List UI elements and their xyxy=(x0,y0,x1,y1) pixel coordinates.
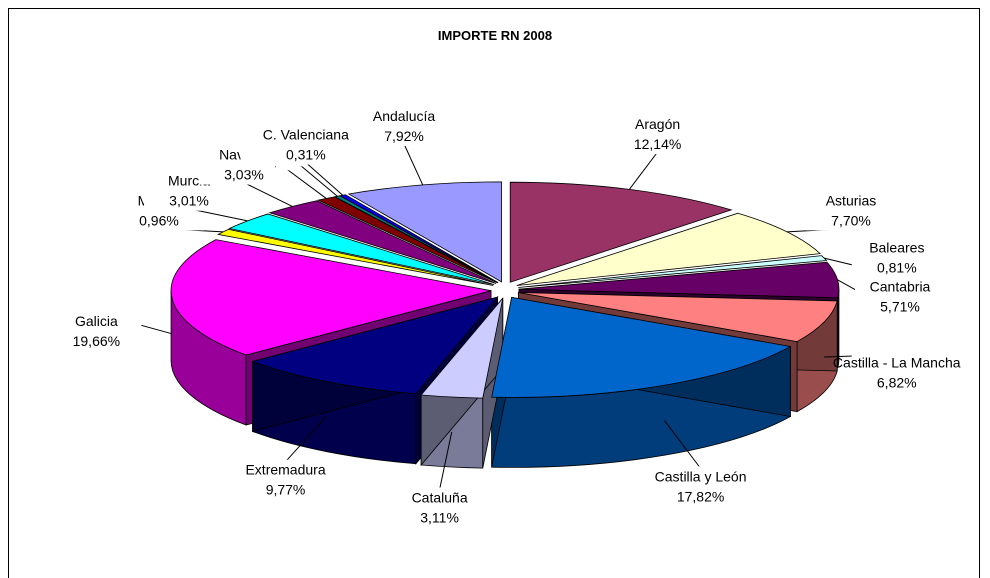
label-bg xyxy=(851,237,942,278)
value-label: 5,71% xyxy=(880,299,920,315)
leader-line xyxy=(663,419,701,469)
label-bg xyxy=(612,114,703,155)
value-label: 0,81% xyxy=(877,260,917,276)
label-bg xyxy=(851,352,942,393)
slice xyxy=(518,292,838,343)
category-label: Asturias xyxy=(826,192,877,208)
slice xyxy=(509,181,733,283)
slice xyxy=(491,296,792,398)
leader-line xyxy=(188,208,248,222)
label-bg xyxy=(806,190,897,231)
value-label: 7,70% xyxy=(831,212,871,228)
slice xyxy=(518,255,828,288)
value-label: 7,92% xyxy=(384,128,424,144)
slice xyxy=(268,200,497,284)
slice xyxy=(338,194,499,284)
value-label: 3,11% xyxy=(420,510,459,526)
category-label: Cantabria xyxy=(870,279,931,295)
value-label: 9,77% xyxy=(266,482,306,498)
chart-title: IMPORTE RN 2008 xyxy=(438,28,552,43)
category-label: Aragón xyxy=(635,116,680,132)
label-bg xyxy=(240,459,331,500)
category-label: Extremadura xyxy=(245,462,325,478)
label-bg xyxy=(855,276,945,317)
labels: Andalucía 7,92% Aragón 12,14% Asturias 7,70% B… xyxy=(51,106,961,528)
slice xyxy=(251,296,499,395)
value-label: 6,82% xyxy=(877,375,917,391)
slices xyxy=(170,181,840,399)
category-label: Cataluña xyxy=(412,490,468,506)
category-label: Andalucía xyxy=(373,108,435,124)
category-label: Castilla - La Mancha xyxy=(833,355,961,371)
value-label: 0,96% xyxy=(139,212,179,228)
value-label: 3,03% xyxy=(224,167,264,183)
leader-line xyxy=(305,162,344,196)
slice xyxy=(170,239,492,356)
value-label: 17,82% xyxy=(677,488,724,504)
slice xyxy=(420,298,504,399)
label-bg xyxy=(655,466,746,507)
leader-line xyxy=(628,151,658,190)
label-bg xyxy=(260,124,351,165)
category-label: Galicia xyxy=(75,313,118,329)
label-bg xyxy=(51,310,142,351)
category-label: Castilla y León xyxy=(655,468,747,484)
leader-line xyxy=(285,416,327,463)
leader-line xyxy=(243,182,293,207)
category-label: Baleares xyxy=(869,240,924,256)
value-label: 12,14% xyxy=(634,136,681,152)
label-bg xyxy=(359,106,450,147)
slice xyxy=(516,212,822,286)
leader-line xyxy=(403,143,424,186)
slice xyxy=(216,228,494,286)
slice xyxy=(228,213,495,286)
leader-line xyxy=(439,431,453,490)
category-label: C. Valenciana xyxy=(263,127,349,143)
value-label: 0,31% xyxy=(286,147,326,163)
leader-line xyxy=(298,163,338,197)
value-label: 3,01% xyxy=(169,193,209,209)
leader-line xyxy=(285,167,327,199)
value-label: 19,66% xyxy=(73,333,120,349)
label-bg xyxy=(394,487,485,528)
slice xyxy=(347,181,502,283)
